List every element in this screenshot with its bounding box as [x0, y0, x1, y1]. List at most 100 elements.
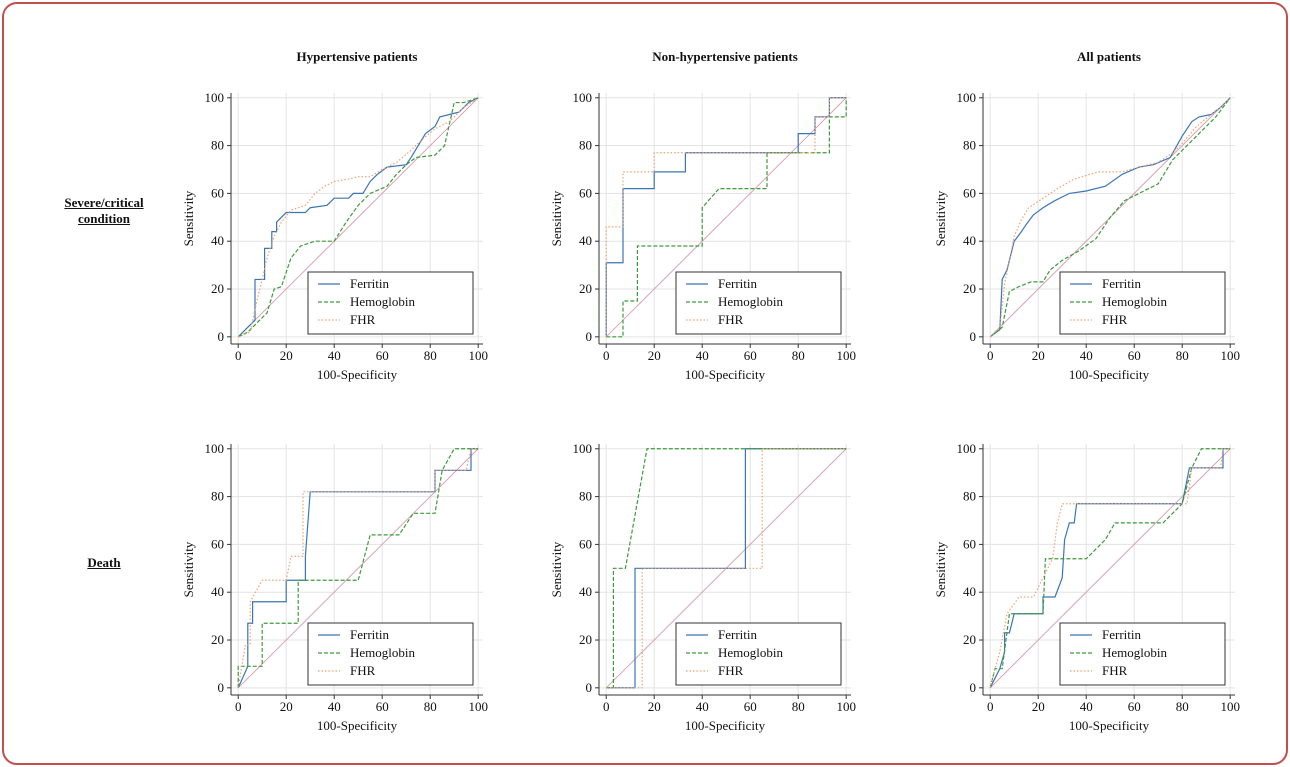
- legend-label: FHR: [718, 312, 744, 327]
- y-tick-label: 40: [963, 584, 976, 599]
- y-tick-label: 0: [970, 680, 977, 695]
- y-tick-label: 20: [963, 281, 976, 296]
- x-tick-label: 80: [792, 348, 805, 363]
- roc-curve: [237, 448, 479, 688]
- x-tick-label: 40: [696, 699, 709, 714]
- x-tick-label: 100: [468, 699, 488, 714]
- y-axis-label: Sensitivity: [181, 190, 196, 246]
- roc-curve: [605, 97, 847, 337]
- legend-label: Hemoglobin: [718, 645, 783, 660]
- roc-curve: [237, 97, 479, 338]
- y-axis-label: Sensitivity: [549, 190, 564, 246]
- y-tick-label: 40: [963, 233, 976, 248]
- y-tick-label: 0: [586, 680, 593, 695]
- y-tick-label: 60: [963, 536, 976, 551]
- roc-curve: [989, 97, 1231, 338]
- column-title: All patients: [1077, 49, 1141, 64]
- x-tick-label: 100: [1220, 699, 1240, 714]
- legend-label: Ferritin: [718, 627, 757, 642]
- x-axis-label: 100-Specificity: [317, 718, 398, 733]
- y-tick-label: 60: [579, 536, 592, 551]
- legend-label: Ferritin: [1102, 276, 1141, 291]
- reference-diagonal: [237, 97, 479, 338]
- legend-label: FHR: [350, 312, 376, 327]
- y-tick-label: 100: [573, 90, 593, 105]
- y-tick-label: 0: [218, 680, 225, 695]
- y-tick-label: 0: [586, 329, 593, 344]
- row-label: Death: [87, 555, 121, 570]
- y-tick-label: 40: [211, 584, 224, 599]
- x-tick-label: 40: [1080, 348, 1093, 363]
- legend-label: Ferritin: [350, 627, 389, 642]
- x-tick-label: 60: [744, 699, 757, 714]
- legend-box: [1059, 622, 1226, 686]
- x-tick-label: 80: [1176, 348, 1189, 363]
- y-tick-label: 0: [218, 329, 225, 344]
- roc-curve: [989, 448, 1231, 688]
- roc-curve: [237, 97, 479, 338]
- y-tick-label: 60: [579, 185, 592, 200]
- reference-diagonal: [989, 448, 1231, 689]
- x-tick-label: 100: [836, 348, 856, 363]
- x-tick-label: 80: [424, 699, 437, 714]
- legend-box: [675, 271, 842, 335]
- y-tick-label: 60: [211, 185, 224, 200]
- x-axis-label: 100-Specificity: [1069, 718, 1150, 733]
- column-title: Hypertensive patients: [297, 49, 418, 64]
- legend-label: Ferritin: [1102, 627, 1141, 642]
- y-tick-label: 80: [579, 138, 592, 153]
- y-tick-label: 60: [963, 185, 976, 200]
- x-tick-label: 80: [1176, 699, 1189, 714]
- x-tick-label: 20: [648, 348, 661, 363]
- y-axis-label: Sensitivity: [933, 541, 948, 597]
- column-title: Non-hypertensive patients: [652, 49, 798, 64]
- y-tick-label: 80: [963, 489, 976, 504]
- legend-label: FHR: [718, 663, 744, 678]
- x-axis-label: 100-Specificity: [1069, 367, 1150, 382]
- y-tick-label: 40: [579, 584, 592, 599]
- x-tick-label: 60: [1128, 699, 1141, 714]
- y-tick-label: 20: [579, 281, 592, 296]
- roc-curve: [989, 448, 1231, 689]
- y-tick-label: 100: [205, 90, 225, 105]
- legend-label: FHR: [1102, 663, 1128, 678]
- x-tick-label: 80: [792, 699, 805, 714]
- x-tick-label: 40: [328, 348, 341, 363]
- x-tick-label: 100: [836, 699, 856, 714]
- x-tick-label: 0: [987, 699, 994, 714]
- y-tick-label: 40: [211, 233, 224, 248]
- reference-diagonal: [605, 97, 847, 338]
- legend-label: Hemoglobin: [1102, 645, 1167, 660]
- y-tick-label: 100: [957, 90, 977, 105]
- x-axis-label: 100-Specificity: [685, 367, 766, 382]
- x-tick-label: 0: [603, 348, 610, 363]
- y-tick-label: 0: [970, 329, 977, 344]
- y-tick-label: 20: [963, 632, 976, 647]
- y-tick-label: 60: [211, 536, 224, 551]
- x-tick-label: 80: [424, 348, 437, 363]
- y-tick-label: 100: [957, 441, 977, 456]
- legend-label: Ferritin: [350, 276, 389, 291]
- x-tick-label: 40: [696, 348, 709, 363]
- y-tick-label: 100: [205, 441, 225, 456]
- x-tick-label: 100: [468, 348, 488, 363]
- x-tick-label: 0: [987, 348, 994, 363]
- x-tick-label: 20: [280, 699, 293, 714]
- legend-label: FHR: [1102, 312, 1128, 327]
- y-axis-label: Sensitivity: [933, 190, 948, 246]
- row-label: Severe/critical condition: [64, 195, 144, 226]
- legend-label: Hemoglobin: [718, 294, 783, 309]
- roc-curve: [989, 448, 1231, 688]
- y-tick-label: 20: [579, 632, 592, 647]
- x-tick-label: 0: [603, 699, 610, 714]
- x-tick-label: 20: [1032, 699, 1045, 714]
- x-tick-label: 60: [744, 348, 757, 363]
- y-tick-label: 20: [211, 281, 224, 296]
- x-tick-label: 20: [280, 348, 293, 363]
- reference-diagonal: [237, 448, 479, 689]
- x-tick-label: 0: [235, 699, 242, 714]
- legend-label: Ferritin: [718, 276, 757, 291]
- legend-box: [307, 271, 474, 335]
